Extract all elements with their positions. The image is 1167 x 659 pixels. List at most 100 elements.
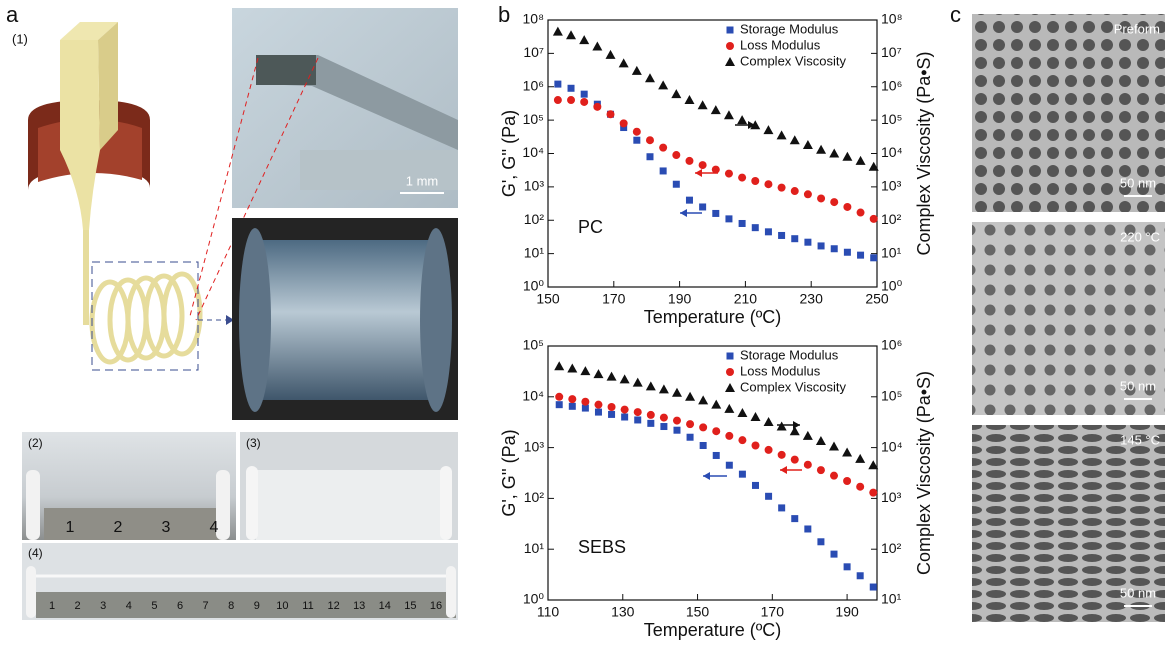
point (738, 470, 746, 478)
spool-flange (420, 228, 452, 412)
point (778, 231, 786, 239)
point (552, 26, 563, 36)
point (856, 208, 865, 217)
x-tick-label: 170 (761, 604, 785, 620)
legend-swatch (725, 383, 735, 392)
point (855, 453, 866, 463)
photo-stage (300, 150, 458, 190)
point (631, 65, 642, 75)
x-tick-label: 210 (734, 291, 758, 307)
y-tick-label: 10² (524, 211, 545, 227)
point (685, 196, 693, 204)
sub-label: (3) (246, 436, 261, 450)
ruler-number: 7 (203, 600, 209, 612)
point (750, 120, 761, 130)
y2-tick-label: 10⁴ (881, 438, 903, 454)
panel-c: c Preform 50 nm 220 °C 50 nm 145 °C 50 nm (950, 2, 1165, 622)
point (804, 238, 812, 246)
ruler-number: 9 (254, 600, 260, 612)
post (246, 466, 258, 540)
x-tick-label: 250 (865, 291, 889, 307)
photo-tip (256, 55, 316, 85)
zoom-line (195, 57, 319, 321)
point (553, 96, 562, 105)
y2-tick-label: 10⁰ (881, 278, 903, 294)
point (671, 89, 682, 99)
point (685, 156, 694, 165)
y-tick-label: 10⁷ (523, 44, 544, 60)
point (660, 423, 668, 431)
fiber (83, 230, 89, 325)
legend-swatch (726, 368, 734, 376)
post (26, 470, 40, 540)
y2-tick-label: 10⁸ (881, 11, 903, 27)
point (778, 504, 786, 512)
ruler-number: 4 (210, 519, 219, 536)
point (698, 161, 707, 170)
point (633, 136, 641, 144)
point (712, 209, 720, 217)
point (751, 441, 760, 450)
x-tick-label: 230 (800, 291, 824, 307)
tem-image (972, 425, 1165, 622)
ruler-number: 8 (228, 600, 234, 612)
point (751, 176, 760, 185)
point (555, 401, 563, 409)
point (593, 102, 602, 111)
tem-label: 145 °C (1120, 432, 1160, 447)
point (646, 153, 654, 161)
point (830, 471, 839, 480)
point (857, 251, 865, 259)
point (789, 135, 800, 145)
point (817, 194, 826, 203)
point (567, 84, 575, 92)
point (790, 455, 799, 464)
point (802, 139, 813, 149)
point (618, 58, 629, 68)
point (751, 481, 759, 489)
y2-tick-label: 10³ (881, 489, 902, 505)
legend-label: Loss Modulus (740, 37, 821, 52)
post (440, 466, 452, 540)
point (581, 397, 590, 406)
y2-tick-label: 10⁶ (881, 337, 902, 353)
y-tick-label: 10⁴ (522, 388, 544, 404)
point (725, 215, 733, 223)
arrow-head (748, 121, 755, 129)
panel-label: a (6, 2, 19, 27)
point (606, 371, 617, 381)
point (763, 416, 774, 426)
point (567, 363, 578, 373)
point (842, 151, 853, 161)
y2-axis-label: Complex Viscosity (Pa•S) (914, 51, 934, 255)
ruler-number: 16 (430, 600, 442, 612)
x-tick-label: 190 (668, 291, 692, 307)
post (216, 470, 230, 540)
point (699, 203, 707, 211)
point (843, 477, 852, 486)
point (830, 550, 838, 558)
point (554, 361, 565, 371)
y2-tick-label: 10⁴ (881, 144, 903, 160)
ruler-number: 10 (276, 600, 288, 612)
point (790, 187, 799, 196)
y2-tick-label: 10² (881, 211, 902, 227)
y-tick-label: 10⁰ (523, 591, 545, 607)
y-tick-label: 10⁸ (523, 11, 545, 27)
point (619, 374, 630, 384)
y2-tick-label: 10² (881, 540, 902, 556)
point (673, 426, 681, 434)
x-tick-label: 150 (536, 291, 560, 307)
x-tick-label: 130 (611, 604, 635, 620)
point (830, 198, 839, 207)
ruler-labels: 1 2 3 4 (66, 519, 219, 536)
point (750, 412, 761, 422)
arrow-head (226, 315, 234, 325)
tem-labels: Preform 50 nm 220 °C 50 nm 145 °C 50 nm (1114, 21, 1160, 607)
spool-body (258, 240, 432, 400)
legend-label: Complex Viscosity (740, 379, 846, 394)
point (699, 423, 708, 432)
tem-image (972, 222, 1165, 415)
ruler-number: 14 (379, 600, 391, 612)
point (672, 151, 681, 160)
